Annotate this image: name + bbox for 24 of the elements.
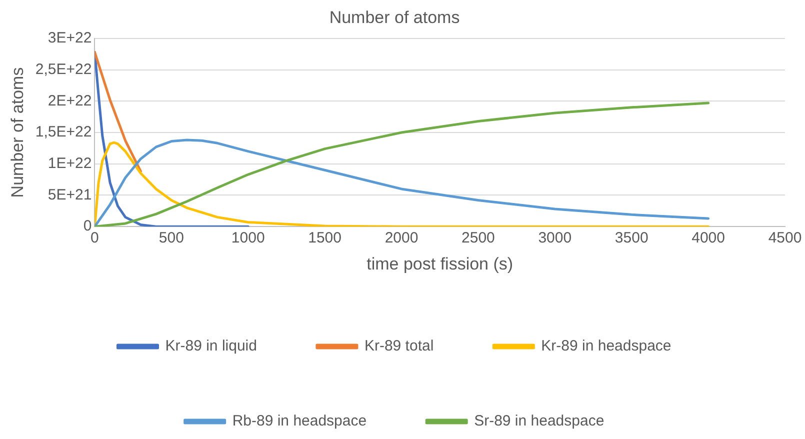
x-tick-label: 4000 [692,230,725,247]
x-tick-label: 1500 [308,230,342,247]
legend-label: Kr-89 total [364,338,434,355]
y-tick-label: 0 [83,218,92,235]
x-tick-label: 3500 [614,230,648,247]
x-tick-label: 2500 [462,230,495,247]
legend-label: Sr-89 in headspace [474,412,604,430]
legend-label: Kr-89 in headspace [541,338,672,355]
x-tick-label: 4500 [768,230,802,247]
y-tick-label: 5E+21 [48,186,92,204]
x-tick-label: 3000 [538,230,572,247]
x-tick-label: 1000 [231,230,265,247]
x-tick-label: 500 [158,230,184,247]
y-axis-title: Number of atoms [8,67,27,198]
y-tick-label: 3E+22 [48,30,92,47]
legend-label: Kr-89 in liquid [165,338,257,355]
chart-title: Number of atoms [329,8,460,27]
x-tick-label: 2000 [384,230,418,247]
y-tick-label: 2E+22 [48,92,92,110]
legend-label: Rb-89 in headspace [232,412,367,430]
y-tick-label: 2,5E+22 [35,60,92,78]
x-axis-title: time post fission (s) [366,254,514,274]
y-tick-label: 1E+22 [48,155,92,172]
y-tick-label: 1,5E+22 [35,124,92,141]
